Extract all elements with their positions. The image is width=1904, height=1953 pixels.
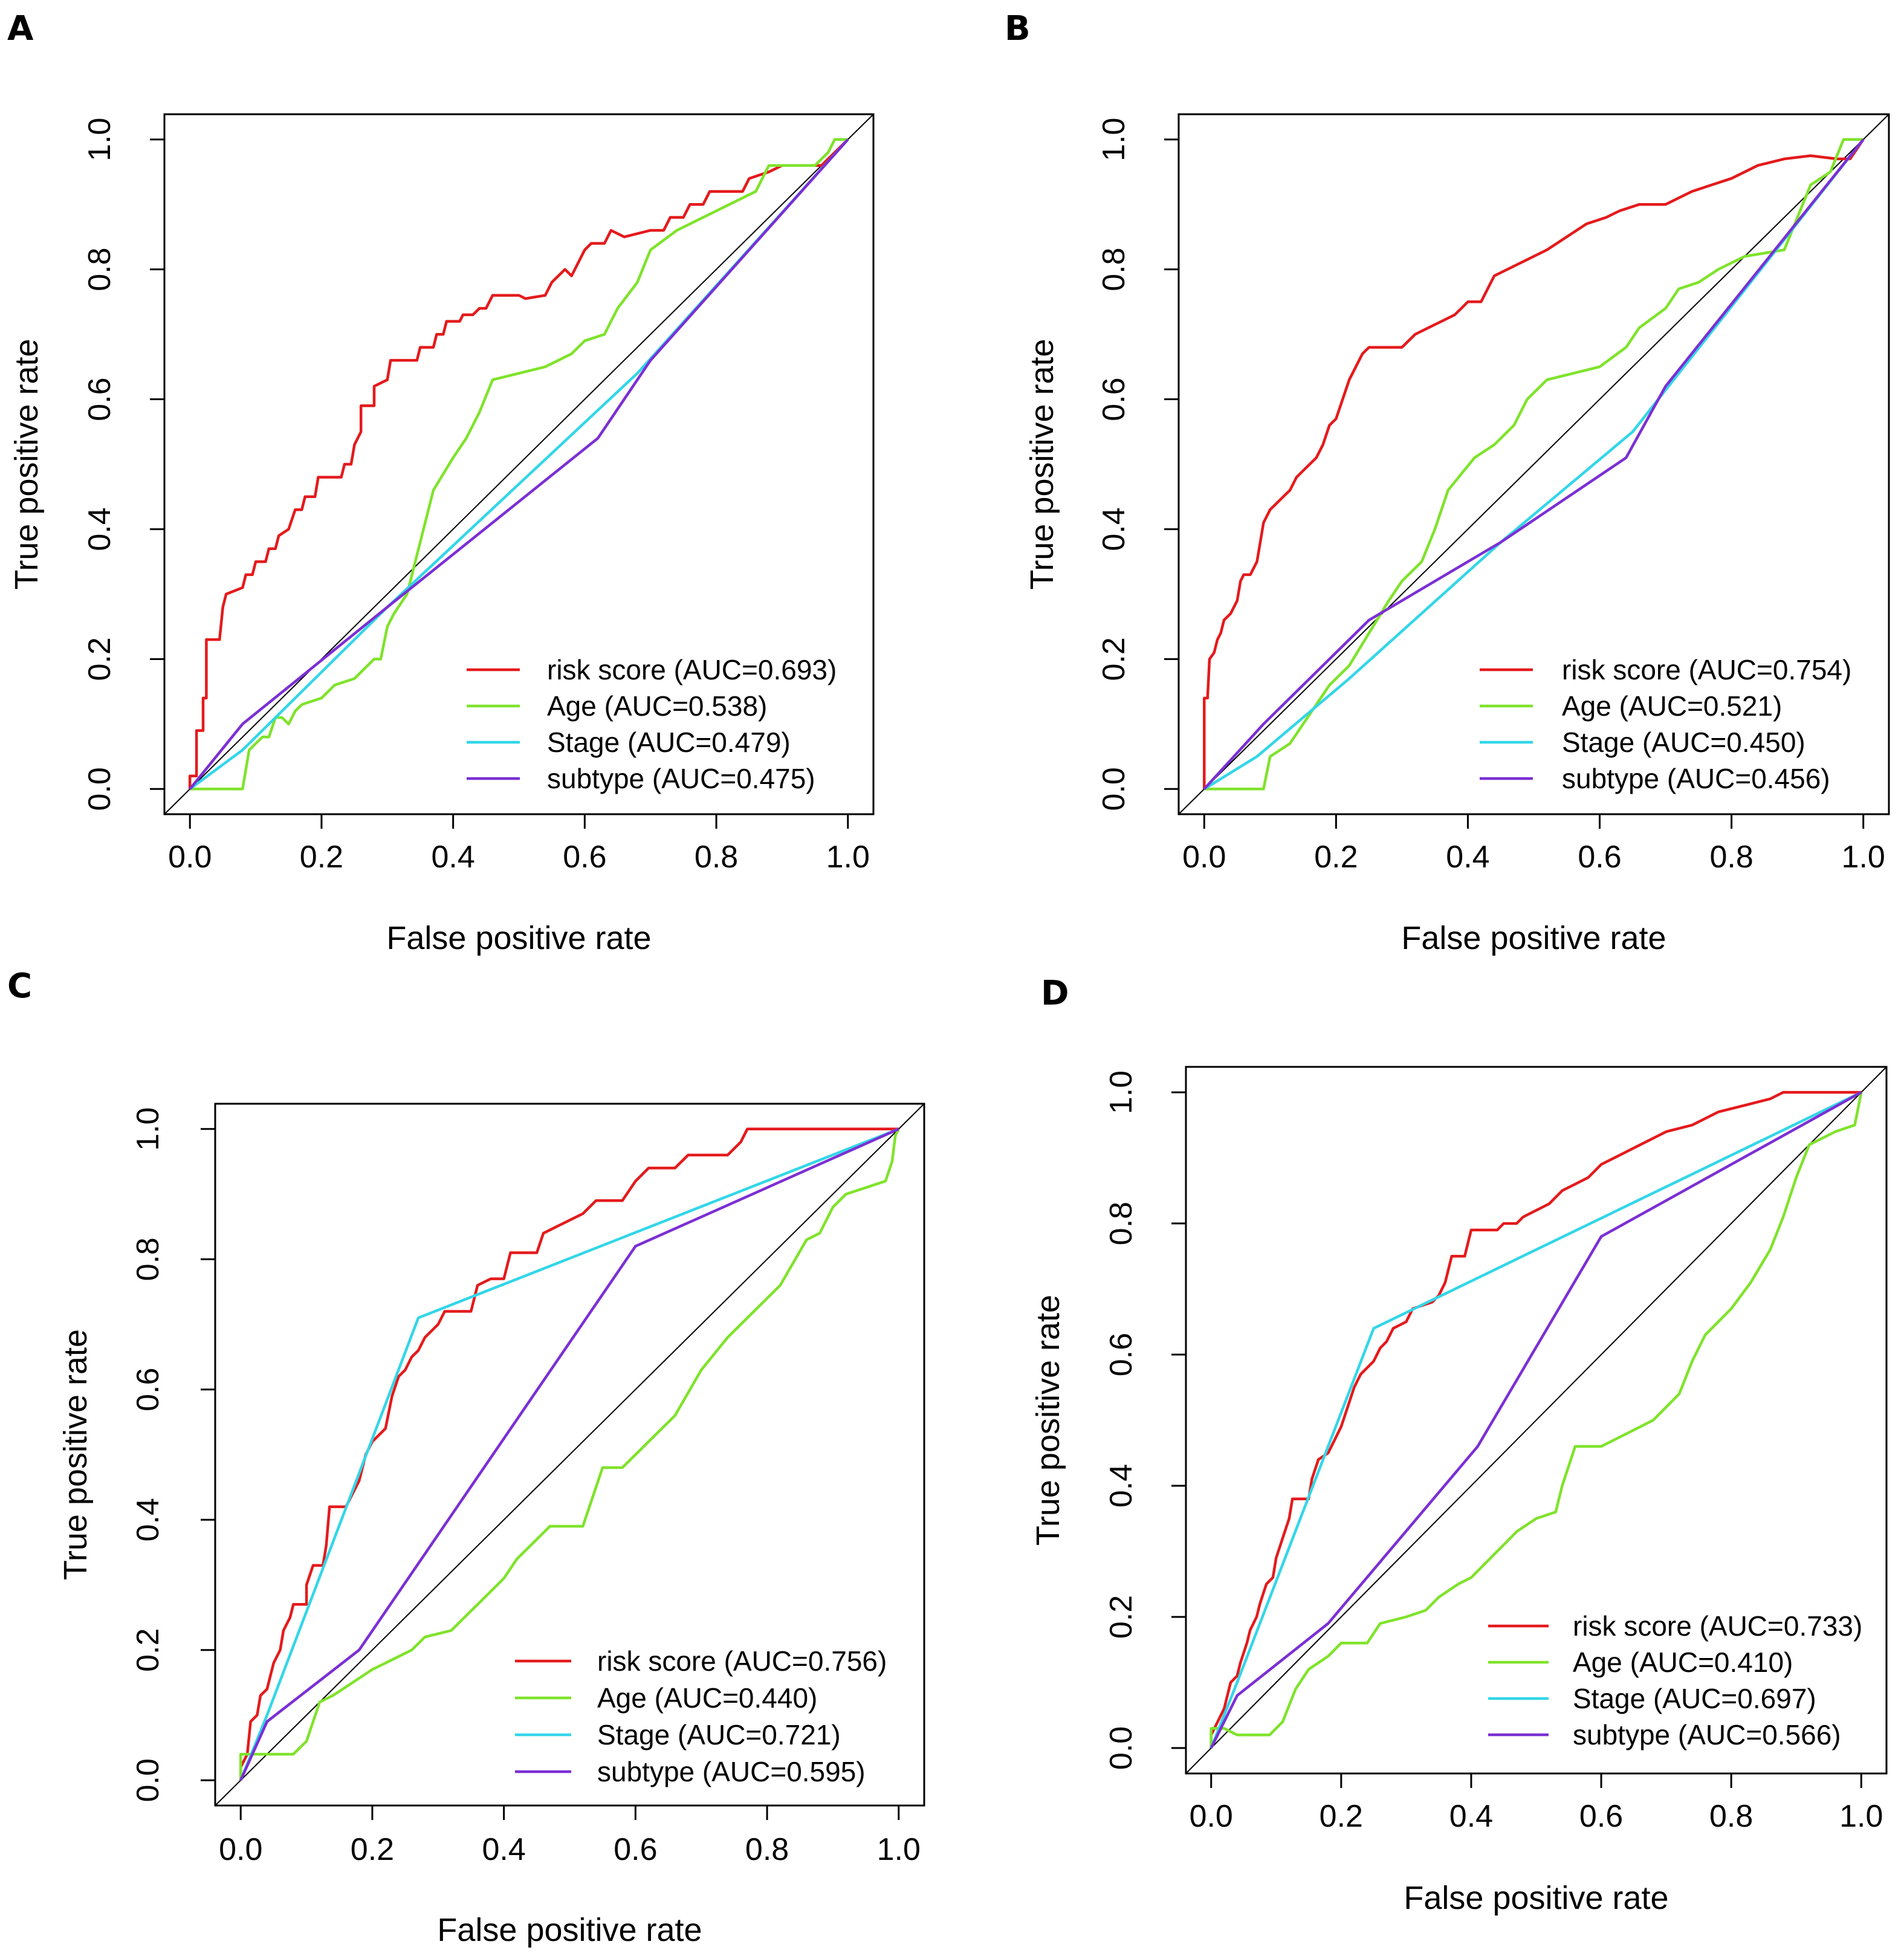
- y-tick-label: 0.6: [1104, 1333, 1139, 1376]
- legend-entry: Stage (AUC=0.721): [597, 1719, 841, 1751]
- y-tick-label: 1.0: [1096, 118, 1132, 161]
- y-tick-label: 0.4: [82, 507, 117, 551]
- y-axis-title: True positive rate: [8, 338, 45, 589]
- roc-curve-subtype: [1203, 138, 1865, 790]
- y-tick-label: 0.4: [1104, 1464, 1139, 1508]
- diagonal-reference-line: [215, 1103, 925, 1806]
- legend-entry: Stage (AUC=0.697): [1573, 1683, 1816, 1714]
- y-tick-label: 0.8: [1096, 247, 1132, 291]
- y-tick-label: 0.2: [82, 637, 117, 681]
- x-tick-label: 0.4: [1449, 1799, 1493, 1834]
- legend-entry: Age (AUC=0.410): [1573, 1647, 1793, 1678]
- legend-entry: risk score (AUC=0.754): [1562, 654, 1851, 685]
- roc-curve-age: [1204, 138, 1864, 791]
- y-axis-title: True positive rate: [57, 1329, 94, 1580]
- x-tick-label: 0.8: [1709, 840, 1753, 875]
- legend-entry: Age (AUC=0.538): [547, 690, 767, 722]
- x-tick-label: 0.8: [745, 1832, 789, 1867]
- x-tick-label: 0.8: [1709, 1799, 1753, 1834]
- y-tick-label: 0.0: [131, 1758, 166, 1802]
- legend-entry: subtype (AUC=0.475): [547, 763, 815, 794]
- x-axis-title: False positive rate: [437, 1912, 702, 1948]
- y-tick-label: 0.0: [1096, 767, 1132, 811]
- roc-panel-d: D 0.0 0.2 0.4 0.6 0.8 1.0 0.0 0.2 0.4 0.6 0.8 1.0 Fal…: [1030, 974, 1888, 1916]
- y-tick-label: 1.0: [82, 118, 117, 161]
- panel-letter: C: [7, 967, 32, 1006]
- roc-curve-stage: [1203, 138, 1865, 791]
- legend-entry: Stage (AUC=0.479): [547, 727, 791, 758]
- x-tick-label: 1.0: [826, 840, 870, 875]
- roc-curve-age: [190, 138, 848, 791]
- legend-entry: risk score (AUC=0.693): [547, 654, 837, 685]
- x-tick-label: 0.4: [482, 1832, 525, 1867]
- x-axis-title: False positive rate: [386, 920, 651, 956]
- x-tick-label: 0.0: [219, 1832, 262, 1867]
- y-tick-label: 0.6: [82, 377, 117, 421]
- roc-curve-risk-score: [1203, 138, 1865, 789]
- roc-curve-stage: [1209, 1091, 1862, 1749]
- diagonal-reference-line: [164, 114, 874, 815]
- legend-entry: Stage (AUC=0.450): [1562, 727, 1805, 758]
- roc-panel-c: C 0.0 0.2 0.4 0.6 0.8 1.0 0.0 0.2 0.4 0.6 0.8 1.0 Fal…: [7, 967, 925, 1948]
- roc-curve-risk-score: [239, 1127, 899, 1781]
- diagonal-reference-line: [1185, 1066, 1887, 1774]
- y-tick-label: 0.4: [131, 1498, 166, 1541]
- legend-entry: subtype (AUC=0.456): [1562, 763, 1830, 794]
- x-tick-label: 0.0: [168, 840, 212, 875]
- x-tick-label: 0.4: [1446, 840, 1489, 875]
- x-tick-label: 0.4: [431, 840, 474, 875]
- legend-entry: subtype (AUC=0.595): [597, 1756, 866, 1787]
- x-tick-label: 0.2: [1314, 840, 1358, 875]
- x-tick-label: 0.6: [1578, 840, 1621, 875]
- x-tick-label: 0.6: [614, 1832, 657, 1867]
- roc-curve-subtype: [189, 138, 849, 790]
- roc-panel-b: B 0.0 0.2 0.4 0.6 0.8 1.0 0.0 0.2 0.4 0.6 0.8 1.0 Fal…: [1005, 9, 1890, 956]
- x-tick-label: 1.0: [877, 1832, 921, 1867]
- x-tick-label: 0.0: [1190, 1799, 1233, 1834]
- y-tick-label: 0.8: [82, 247, 117, 291]
- y-axis-title: True positive rate: [1030, 1295, 1066, 1546]
- x-tick-label: 1.0: [1839, 1799, 1883, 1834]
- roc-curve-risk-score: [1209, 1090, 1862, 1748]
- y-tick-label: 1.0: [1104, 1070, 1139, 1114]
- x-tick-label: 1.0: [1842, 840, 1885, 875]
- x-axis-title: False positive rate: [1404, 1880, 1668, 1916]
- x-tick-label: 0.8: [695, 840, 738, 875]
- legend-entry: risk score (AUC=0.756): [597, 1645, 887, 1677]
- y-tick-label: 0.2: [1104, 1595, 1139, 1639]
- x-tick-label: 0.2: [1320, 1799, 1363, 1834]
- x-tick-label: 0.2: [300, 840, 343, 875]
- y-tick-label: 0.6: [1096, 377, 1132, 421]
- legend-entry: Age (AUC=0.440): [597, 1682, 817, 1714]
- x-tick-label: 0.0: [1182, 840, 1226, 875]
- roc-panel-a: A 0.0 0.2 0.4 0.6 0.8 1.0 0.0 0.2 0.4 0.6 0.8 1.0 Fal…: [7, 9, 875, 956]
- y-tick-label: 0.8: [1104, 1202, 1139, 1245]
- y-tick-label: 0.0: [1104, 1726, 1139, 1770]
- y-tick-label: 0.8: [131, 1237, 166, 1281]
- y-tick-label: 0.0: [82, 767, 117, 811]
- x-tick-label: 0.6: [1579, 1799, 1623, 1834]
- y-tick-label: 0.2: [131, 1628, 166, 1672]
- legend-entry: risk score (AUC=0.733): [1573, 1610, 1862, 1642]
- roc-curve-risk-score: [188, 138, 849, 789]
- y-tick-label: 0.2: [1096, 637, 1132, 681]
- roc-curve-age: [239, 1128, 900, 1781]
- panel-letter: B: [1005, 9, 1031, 48]
- roc-curve-subtype: [239, 1127, 899, 1781]
- x-tick-label: 0.6: [563, 840, 606, 875]
- y-tick-label: 1.0: [131, 1107, 166, 1151]
- panel-letter: D: [1041, 974, 1069, 1013]
- panel-letter: A: [7, 9, 34, 48]
- x-tick-label: 0.2: [351, 1832, 394, 1867]
- y-tick-label: 0.6: [131, 1368, 166, 1411]
- y-axis-title: True positive rate: [1024, 338, 1060, 589]
- roc-curve-subtype: [1209, 1091, 1862, 1749]
- legend-entry: subtype (AUC=0.566): [1573, 1719, 1841, 1751]
- legend-entry: Age (AUC=0.521): [1562, 690, 1782, 722]
- roc-curve-age: [1209, 1092, 1863, 1748]
- diagonal-reference-line: [1178, 114, 1889, 815]
- x-axis-title: False positive rate: [1401, 920, 1666, 956]
- y-tick-label: 0.4: [1096, 507, 1132, 551]
